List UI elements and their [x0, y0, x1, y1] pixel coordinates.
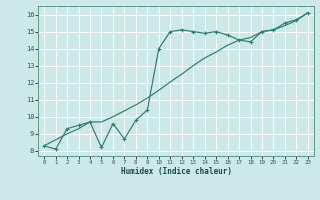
X-axis label: Humidex (Indice chaleur): Humidex (Indice chaleur) [121, 167, 231, 176]
